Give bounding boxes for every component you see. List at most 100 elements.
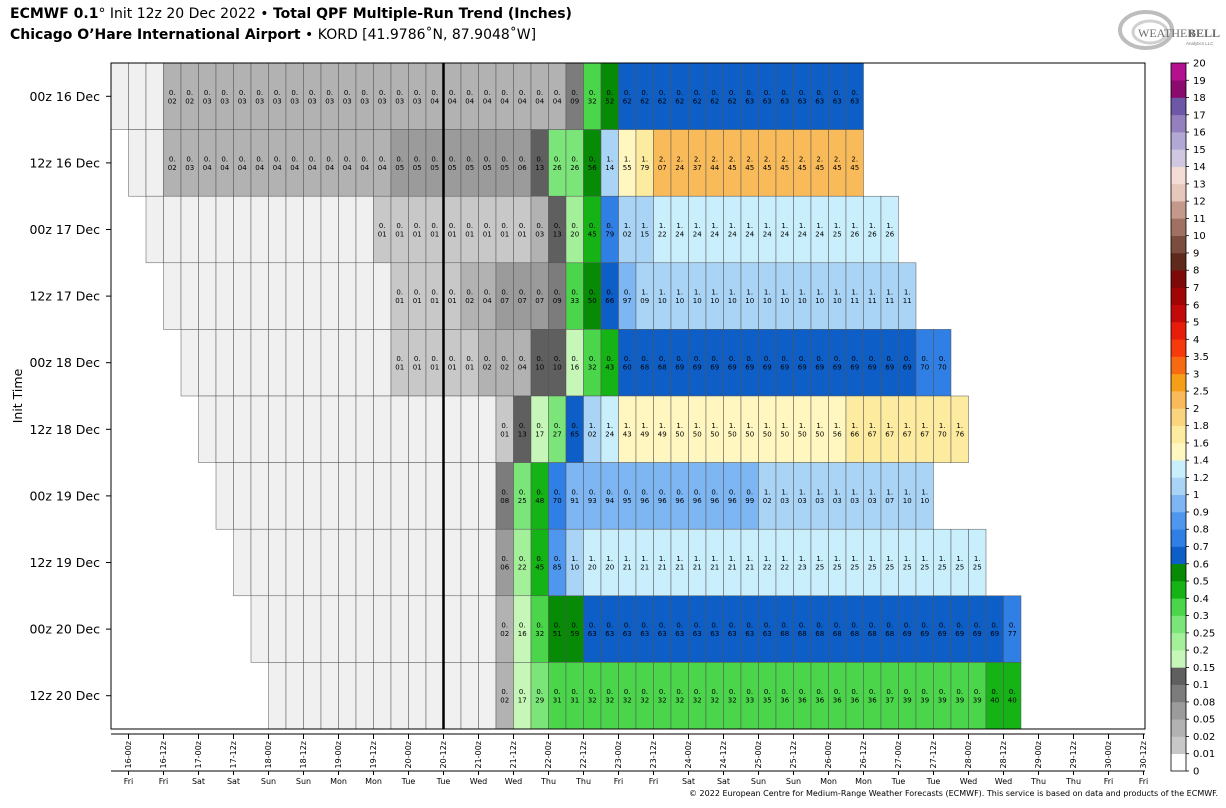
heatmap-cell	[285, 595, 304, 663]
cell-value-label: 04	[535, 97, 544, 105]
cell-value-label: 21	[675, 564, 684, 572]
cell-value-label: 0.	[571, 422, 578, 430]
cell-value-label: 01	[448, 231, 457, 239]
cell-value-label: 29	[535, 697, 544, 705]
x-axis: 16-00z Fri 16-12z Fri 17-00z Sat 17-12z Sat 18-0…	[111, 733, 1148, 786]
cell-value-label: 0.	[624, 688, 631, 696]
cell-value-label: 0.	[764, 89, 771, 97]
cell-value-label: 1.	[781, 488, 788, 496]
cell-value-label: 04	[378, 164, 387, 172]
heatmap-cell	[355, 195, 374, 264]
cell-value-label: 1.	[641, 222, 648, 230]
cell-value-label: 04	[448, 97, 457, 105]
colorbar-swatch	[1171, 391, 1186, 409]
cell-value-label: 0.	[624, 89, 631, 97]
cell-value-label: 67	[903, 430, 912, 438]
cell-value-label: 69	[728, 364, 737, 372]
cell-value-label: 24	[745, 231, 754, 239]
cell-value-label: 0.	[711, 488, 718, 496]
heatmap-cell	[408, 528, 427, 597]
cell-value-label: 0.	[431, 155, 438, 163]
cell-value-label: 03	[378, 97, 387, 105]
cell-value-label: 32	[623, 697, 632, 705]
cell-value-label: 03	[308, 97, 317, 105]
init-time-label: 00z 19 Dec	[29, 488, 100, 503]
cell-value-label: 0.	[501, 222, 508, 230]
cell-value-label: 03	[185, 164, 194, 172]
cell-value-label: 0.	[659, 488, 666, 496]
colorbar-swatch	[1171, 287, 1186, 306]
title-model: ECMWF 0.1	[10, 6, 99, 22]
colorbar-swatch	[1171, 149, 1186, 167]
cell-value-label: 0.	[554, 488, 561, 496]
cell-value-label: 63	[658, 630, 667, 638]
heatmap-cell	[320, 262, 339, 330]
heatmap-cell	[460, 595, 479, 663]
cell-value-label: 26	[570, 164, 579, 172]
colorbar-label: 10	[1193, 231, 1206, 242]
cell-value-label: 04	[465, 97, 474, 105]
init-time-label: 12z 19 Dec	[29, 555, 100, 570]
colorbar: 0 0.01 0.02 0.05 0.08 0.1 0.15 0.2 0.25 0.3 0.4 0.5…	[1170, 59, 1215, 778]
cell-value-label: 0.	[939, 688, 946, 696]
cell-value-label: 2.	[746, 155, 753, 163]
cell-value-label: 1.	[956, 555, 963, 563]
cell-value-label: 0.	[624, 488, 631, 496]
cell-value-label: 0.	[414, 89, 421, 97]
cell-value-label: 0.	[554, 688, 561, 696]
cell-value-label: 31	[553, 697, 562, 705]
heatmap-cell	[425, 595, 444, 663]
colorbar-swatch	[1171, 615, 1186, 634]
cell-value-label: 10	[798, 297, 807, 305]
cell-value-label: 03	[325, 97, 334, 105]
heatmap-cell	[215, 395, 234, 463]
colorbar-swatch	[1171, 97, 1186, 116]
cell-value-label: 0.	[204, 155, 211, 163]
cell-value-label: 0.	[536, 289, 543, 297]
cell-value-label: 0.	[606, 688, 613, 696]
cell-value-label: 07	[500, 297, 509, 305]
cell-value-label: 0.	[519, 422, 526, 430]
cell-value-label: 1.	[869, 555, 876, 563]
cell-value-label: 1.	[676, 289, 683, 297]
cell-value-label: 16	[570, 364, 579, 372]
cell-value-label: 1.	[781, 422, 788, 430]
cell-value-label: 24	[675, 164, 684, 172]
weatherbell-logo: WEATHER BELL Analytics LLC	[1118, 10, 1220, 50]
colorbar-swatch	[1171, 563, 1186, 582]
cell-value-label: 0.	[886, 622, 893, 630]
cell-value-label: 06	[500, 564, 509, 572]
colorbar-swatch	[1171, 235, 1186, 254]
cell-value-label: 0.	[764, 355, 771, 363]
cell-value-label: 1.	[781, 555, 788, 563]
cell-value-label: 0.	[449, 222, 456, 230]
init-time-label: 12z 20 Dec	[29, 688, 100, 703]
heatmap-cell	[338, 595, 357, 663]
cell-value-label: 1.	[624, 555, 631, 563]
subtitle-coords: KORD [41.9786˚N, 87.9048˚W]	[317, 27, 537, 43]
cell-value-label: 24	[728, 231, 737, 239]
cell-value-label: 63	[798, 97, 807, 105]
x-tick-label: 26-00z	[824, 741, 833, 768]
heatmap-cell	[355, 262, 374, 330]
cell-value-label: 03	[203, 97, 212, 105]
cell-value-label: 50	[710, 430, 719, 438]
cell-value-label: 0.	[781, 89, 788, 97]
cell-value-label: 62	[640, 97, 649, 105]
cell-value-label: 45	[798, 164, 807, 172]
cell-value-label: 22	[763, 564, 772, 572]
cell-value-label: 63	[623, 630, 632, 638]
colorbar-label: 0.1	[1193, 680, 1209, 691]
heatmap-cell	[390, 595, 409, 663]
cell-value-label: 0.	[344, 89, 351, 97]
cell-value-label: 0.	[851, 355, 858, 363]
cell-value-label: 01	[448, 297, 457, 305]
colorbar-label: 0.3	[1193, 611, 1209, 622]
cell-value-label: 0.	[501, 622, 508, 630]
cell-value-label: 03	[395, 97, 404, 105]
cell-value-label: 1.	[886, 555, 893, 563]
colorbar-label: 12	[1193, 197, 1206, 208]
x-tick-label: 23-12z	[649, 741, 658, 768]
cell-value-label: 05	[483, 164, 492, 172]
cell-value-label: 69	[745, 364, 754, 372]
